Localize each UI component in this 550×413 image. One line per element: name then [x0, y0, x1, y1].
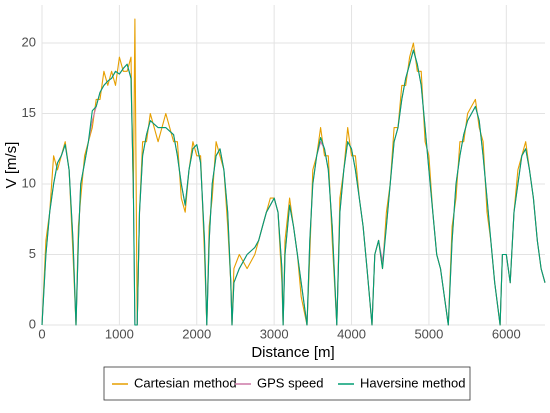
y-tick-label: 5 [29, 246, 36, 261]
legend-label: Cartesian method [134, 375, 237, 390]
x-tick-label: 0 [38, 326, 45, 341]
legend-box [103, 366, 471, 401]
series-line [41, 49, 546, 326]
series-line [41, 18, 546, 326]
legend-label: GPS speed [257, 375, 324, 390]
y-tick-label: 15 [22, 105, 36, 120]
y-tick-label: 20 [22, 34, 36, 49]
x-tick-label: 4000 [337, 326, 366, 341]
x-tick-label: 3000 [260, 326, 289, 341]
x-tick-label: 5000 [414, 326, 443, 341]
x-tick-label: 1000 [105, 326, 134, 341]
x-axis-label: Distance [m] [251, 344, 334, 361]
y-tick-label: 10 [22, 175, 36, 190]
y-tick-label: 0 [29, 316, 36, 331]
x-tick-label: 6000 [492, 326, 521, 341]
series-line [41, 49, 546, 326]
legend-label: Haversine method [360, 375, 466, 390]
y-axis-label: V [m/s] [3, 142, 20, 189]
x-tick-label: 2000 [182, 326, 211, 341]
